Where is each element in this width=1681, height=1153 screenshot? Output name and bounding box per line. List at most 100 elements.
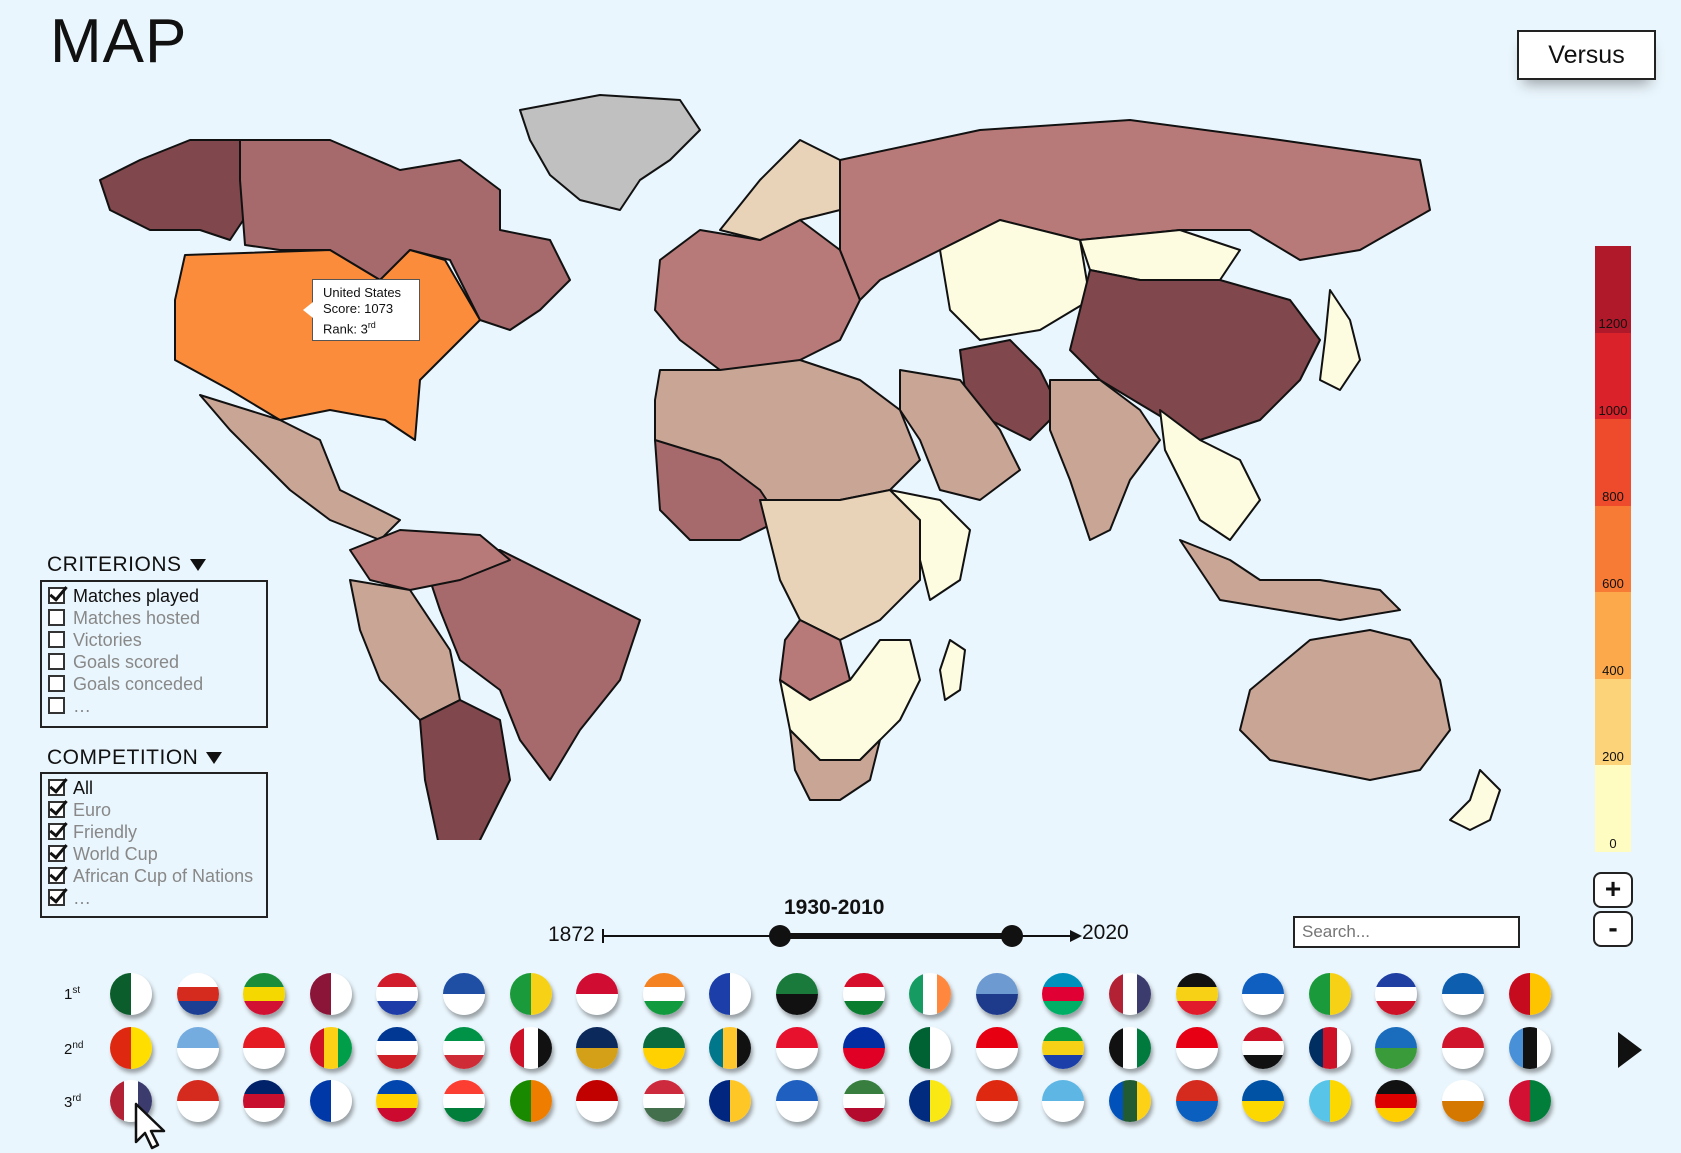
criterion-option[interactable]: … [48,695,266,717]
competition-title[interactable]: COMPETITION [47,746,223,770]
country-flag-icon[interactable] [576,1080,619,1122]
country-flag-icon[interactable] [776,1027,818,1069]
country-flag-icon[interactable] [1042,1080,1085,1122]
country-flag-icon[interactable] [1375,1027,1418,1069]
next-page-arrow-icon[interactable] [1618,1032,1642,1068]
search-input[interactable] [1293,916,1520,948]
criterions-title[interactable]: CRITERIONS [47,553,206,577]
year-range-slider[interactable]: 1930-2010 1872 2020 [540,895,1129,955]
country-flag-icon[interactable] [709,973,752,1015]
country-flag-icon[interactable] [309,1080,352,1122]
country-flag-icon[interactable] [1308,1027,1351,1069]
country-flag-icon[interactable] [642,1080,685,1122]
country-flag-icon[interactable] [1442,973,1484,1015]
country-flag-icon[interactable] [110,973,152,1015]
country-flag-icon[interactable] [443,1027,485,1069]
checkbox[interactable] [48,675,65,692]
country-flag-icon[interactable] [909,1027,952,1069]
country-flag-icon[interactable] [1042,973,1085,1015]
country-flag-icon[interactable] [1308,1080,1351,1122]
country-flag-icon[interactable] [1508,973,1551,1015]
country-flag-icon[interactable] [110,1027,152,1069]
country-flag-icon[interactable] [509,973,552,1015]
checkbox[interactable] [48,845,65,862]
competition-option[interactable]: Friendly [48,821,266,843]
checkbox[interactable] [48,823,65,840]
zoom-out-button[interactable]: - [1593,911,1633,947]
country-flag-icon[interactable] [1175,973,1218,1015]
checkbox[interactable] [48,801,65,818]
criterion-option[interactable]: Matches played [48,585,266,607]
country-flag-icon[interactable] [376,1080,419,1122]
country-flag-icon[interactable] [842,973,885,1015]
country-flag-icon[interactable] [1042,1027,1085,1069]
country-flag-icon[interactable] [509,1080,552,1122]
country-flag-icon[interactable] [1175,1027,1218,1069]
country-flag-icon[interactable] [243,973,286,1015]
country-flag-icon[interactable] [309,973,352,1015]
country-flag-icon[interactable] [1242,1027,1285,1069]
country-flag-icon[interactable] [576,1027,619,1069]
country-flag-icon[interactable] [443,973,485,1015]
country-flag-icon[interactable] [1109,1080,1151,1122]
timeline-start-handle[interactable] [769,925,791,947]
country-flag-icon[interactable] [776,1080,818,1122]
country-flag-icon[interactable] [176,1027,219,1069]
country-flag-icon[interactable] [243,1080,286,1122]
competition-option[interactable]: Euro [48,799,266,821]
country-flag-icon[interactable] [642,973,685,1015]
criterion-option[interactable]: Victories [48,629,266,651]
country-flag-icon[interactable] [1442,1080,1484,1122]
checkbox[interactable] [48,779,65,796]
country-flag-icon[interactable] [576,973,619,1015]
country-flag-icon[interactable] [842,1080,885,1122]
country-flag-icon[interactable] [376,1027,419,1069]
checkbox[interactable] [48,867,65,884]
zoom-in-button[interactable]: + [1593,872,1633,908]
checkbox[interactable] [48,609,65,626]
timeline-end-handle[interactable] [1001,925,1023,947]
country-flag-icon[interactable] [1375,973,1418,1015]
country-flag-icon[interactable] [1242,973,1285,1015]
world-map-svg[interactable] [80,80,1580,881]
country-flag-icon[interactable] [1175,1080,1218,1122]
criterion-option[interactable]: Goals conceded [48,673,266,695]
checkbox[interactable] [48,889,65,906]
checkbox[interactable] [48,587,65,604]
country-flag-icon[interactable] [176,973,219,1015]
criterion-option[interactable]: Matches hosted [48,607,266,629]
country-flag-icon[interactable] [1308,973,1351,1015]
country-flag-icon[interactable] [309,1027,352,1069]
country-flag-icon[interactable] [1242,1080,1285,1122]
country-flag-icon[interactable] [776,973,818,1015]
country-flag-icon[interactable] [376,973,419,1015]
country-flag-icon[interactable] [1442,1027,1484,1069]
country-flag-icon[interactable] [1508,1080,1551,1122]
checkbox[interactable] [48,653,65,670]
criterion-option[interactable]: Goals scored [48,651,266,673]
country-flag-icon[interactable] [176,1080,219,1122]
country-flag-icon[interactable] [1109,1027,1151,1069]
country-flag-icon[interactable] [1109,973,1151,1015]
timeline-selected-range[interactable] [780,933,1012,939]
country-flag-icon[interactable] [975,973,1018,1015]
country-flag-icon[interactable] [709,1027,752,1069]
checkbox[interactable] [48,631,65,648]
country-flag-icon[interactable] [1375,1080,1418,1122]
competition-option[interactable]: All [48,777,266,799]
country-flag-icon[interactable] [975,1027,1018,1069]
country-flag-icon[interactable] [975,1080,1018,1122]
world-map[interactable] [80,80,1580,881]
competition-option[interactable]: African Cup of Nations [48,865,266,887]
country-flag-icon[interactable] [709,1080,752,1122]
country-flag-icon[interactable] [443,1080,485,1122]
versus-button[interactable]: Versus [1517,30,1656,80]
country-flag-icon[interactable] [509,1027,552,1069]
country-flag-icon[interactable] [909,1080,952,1122]
country-flag-icon[interactable] [1508,1027,1551,1069]
country-flag-icon[interactable] [842,1027,885,1069]
competition-option[interactable]: World Cup [48,843,266,865]
checkbox[interactable] [48,697,65,714]
country-flag-icon[interactable] [642,1027,685,1069]
country-flag-icon[interactable] [909,973,952,1015]
